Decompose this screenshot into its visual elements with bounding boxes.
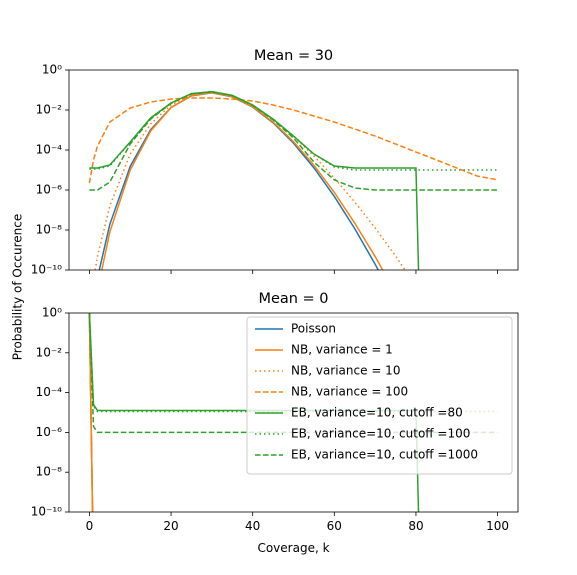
legend-label: EB, variance=10, cutoff =80 bbox=[291, 406, 463, 420]
legend-label: NB, variance = 1 bbox=[291, 343, 393, 357]
y-tick-label: 10⁻⁴ bbox=[36, 385, 63, 399]
chart-title: Mean = 30 bbox=[254, 48, 333, 64]
x-tick-label: 80 bbox=[408, 519, 423, 533]
x-tick-label: 20 bbox=[163, 519, 178, 533]
x-tick-label: 0 bbox=[86, 519, 94, 533]
y-axis-label: Probability of Occurence bbox=[11, 214, 25, 361]
y-tick-label: 10⁻¹⁰ bbox=[31, 263, 62, 277]
legend-label: EB, variance=10, cutoff =1000 bbox=[291, 448, 478, 462]
y-tick-label: 10⁻⁸ bbox=[36, 223, 63, 237]
series-line bbox=[101, 91, 384, 270]
legend-label: Poisson bbox=[291, 322, 336, 336]
y-tick-label: 10⁻² bbox=[36, 345, 63, 359]
y-tick-label: 10⁻⁶ bbox=[36, 183, 63, 197]
legend: Poisson NB, variance = 1 NB, variance = 10… bbox=[246, 316, 513, 475]
series-line bbox=[89, 90, 420, 270]
y-tick-label: 10⁰ bbox=[42, 306, 62, 320]
series-line bbox=[88, 97, 498, 184]
x-tick-label: 60 bbox=[327, 519, 342, 533]
x-axis-label: Coverage, k bbox=[257, 541, 329, 555]
legend-label: NB, variance = 100 bbox=[291, 385, 408, 399]
y-tick-label: 10⁻⁸ bbox=[36, 465, 63, 479]
chart-title: Mean = 0 bbox=[258, 291, 328, 307]
x-tick-label: 40 bbox=[245, 519, 260, 533]
legend-label: EB, variance=10, cutoff =100 bbox=[291, 427, 470, 441]
y-tick-label: 10⁻² bbox=[36, 103, 63, 117]
x-tick-label: 100 bbox=[486, 519, 509, 533]
y-tick-label: 10⁻¹⁰ bbox=[31, 505, 62, 519]
axes-frame bbox=[68, 69, 519, 271]
y-tick-label: 10⁻⁶ bbox=[36, 425, 63, 439]
legend-frame bbox=[246, 316, 513, 475]
series-line bbox=[98, 92, 380, 270]
plot-area bbox=[88, 90, 498, 270]
legend-label: NB, variance = 10 bbox=[291, 364, 400, 378]
series-line bbox=[89, 91, 498, 191]
axes-frame bbox=[68, 312, 519, 513]
y-tick-label: 10⁰ bbox=[42, 63, 62, 77]
y-tick-label: 10⁻⁴ bbox=[36, 143, 63, 157]
